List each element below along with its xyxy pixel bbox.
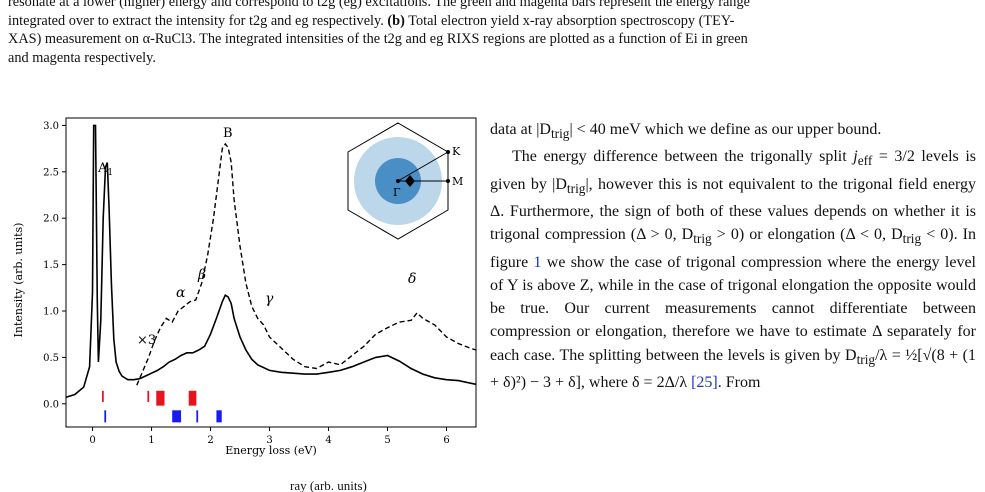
figure-ref-link[interactable]: 1 <box>533 253 542 271</box>
x-tick-label: 3 <box>266 435 272 446</box>
y-tick-label: 2.0 <box>43 214 59 225</box>
blue-energy-bar <box>196 410 199 423</box>
inset-label-M: M <box>452 175 463 188</box>
annotation-gamma: γ <box>265 291 274 307</box>
annotation-times3: ×3 <box>137 333 156 348</box>
annotation-beta: β <box>197 267 206 283</box>
x-tick-label: 2 <box>207 435 213 446</box>
inset-point-K <box>446 150 450 154</box>
plot-frame <box>65 117 477 428</box>
x-axis-ticks: 0 1 2 3 4 5 6 <box>89 427 450 446</box>
red-energy-bar <box>156 390 165 406</box>
blue-energy-bar <box>104 410 107 423</box>
caption-line-3: XAS) measurement on α-RuCl3. The integra… <box>8 31 748 48</box>
red-energy-bar <box>188 390 197 406</box>
rixs-spectrum-figure: 0.0 0.5 1.0 1.5 2.0 2.5 3.0 0 1 2 3 4 5 6 Intensity … <box>12 117 477 457</box>
x-tick-label: 6 <box>443 435 449 446</box>
paragraph-1: data at |Dtrig| < 40 meV which we define… <box>490 121 882 142</box>
series-solid <box>65 124 477 399</box>
caption-line-2: integrated over to extract the intensity… <box>8 12 735 29</box>
annotation-A1: A1 <box>97 161 113 178</box>
figure-caption: resonate at a lower (higher) energy and … <box>8 0 976 67</box>
caption-line-4: and magenta respectively. <box>8 49 156 66</box>
annotation-B: B <box>223 126 233 141</box>
x-tick-label: 1 <box>148 435 154 446</box>
inset-point-M <box>446 179 450 183</box>
y-tick-label: 3.0 <box>43 121 59 132</box>
y-tick-label: 0.0 <box>43 399 59 410</box>
inset-diamond-marker <box>405 175 415 187</box>
y-axis-ticks: 0.0 0.5 1.0 1.5 2.0 2.5 3.0 <box>43 121 66 410</box>
y-tick-label: 1.0 <box>43 307 59 318</box>
y-tick-label: 2.5 <box>43 167 59 178</box>
x-tick-label: 0 <box>89 435 95 446</box>
blue-energy-bar <box>216 410 222 423</box>
inset-point-gamma <box>396 179 400 183</box>
inset-label-K: K <box>452 145 461 158</box>
y-tick-label: 1.5 <box>43 260 59 271</box>
x-axis-label: Energy loss (eV) <box>225 444 317 457</box>
citation-link-25[interactable]: [25] <box>691 373 718 391</box>
red-energy-bar <box>101 390 104 402</box>
annotation-delta: δ <box>408 271 416 287</box>
y-tick-label: 0.5 <box>43 353 59 364</box>
annotation-alpha: α <box>176 285 186 301</box>
x-tick-label: 5 <box>384 435 390 446</box>
inset-line-gamma-K <box>397 151 449 182</box>
paragraph-2: The energy difference between the trigon… <box>490 148 977 391</box>
cut-off-axis-label: ray (arb. units) <box>290 478 367 492</box>
caption-line-1: resonate at a lower (higher) energy and … <box>8 0 750 10</box>
y-axis-label: Intensity (arb. units) <box>12 223 25 338</box>
blue-energy-bar <box>172 410 182 423</box>
brillouin-zone-inset: K M Γ <box>347 122 463 240</box>
caption-panel-b-label: (b) <box>387 12 405 29</box>
body-text-column: data at |Dtrig| < 40 meV which we define… <box>490 118 976 394</box>
x-tick-label: 4 <box>325 435 331 446</box>
red-energy-bar <box>147 390 150 402</box>
energy-range-bars <box>101 390 222 423</box>
inset-label-gamma: Γ <box>393 186 401 199</box>
